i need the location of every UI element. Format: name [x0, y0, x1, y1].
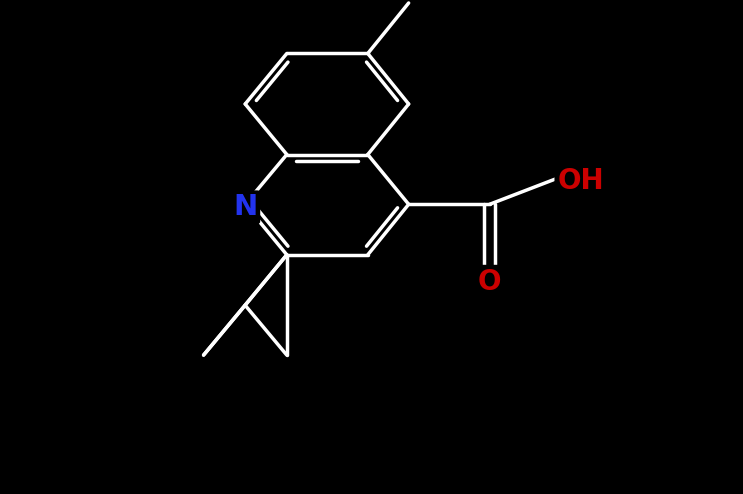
- Text: N: N: [233, 193, 257, 221]
- Text: O: O: [478, 268, 502, 295]
- Text: OH: OH: [557, 167, 604, 195]
